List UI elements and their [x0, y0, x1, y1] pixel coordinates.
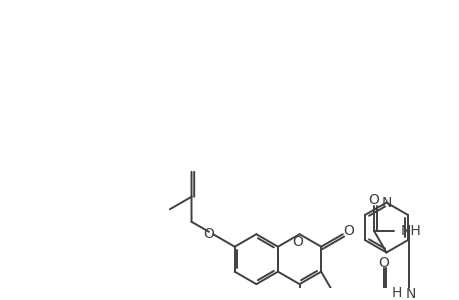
Text: O: O — [291, 235, 302, 249]
Text: O: O — [377, 256, 388, 270]
Text: O: O — [203, 227, 214, 241]
Text: NH: NH — [400, 224, 421, 238]
Text: N: N — [405, 287, 415, 300]
Text: N: N — [381, 196, 391, 210]
Text: O: O — [368, 193, 379, 207]
Text: H: H — [391, 286, 401, 300]
Text: O: O — [342, 224, 353, 238]
